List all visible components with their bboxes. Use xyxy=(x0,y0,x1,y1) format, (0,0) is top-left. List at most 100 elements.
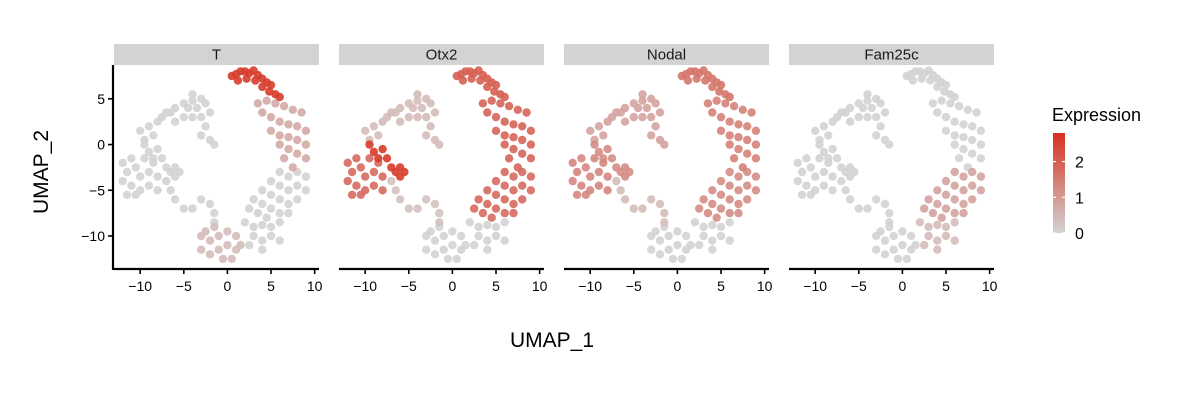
cell-point xyxy=(188,112,197,122)
cell-point xyxy=(284,186,293,195)
x-tick-label: −5 xyxy=(176,278,192,294)
cell-point xyxy=(205,108,215,117)
cell-point xyxy=(249,195,258,204)
cell-point xyxy=(725,140,734,149)
cell-point xyxy=(751,172,761,181)
y-axis: 5 0 −5 −10 xyxy=(81,65,115,270)
cell-point xyxy=(677,254,686,264)
cell-point xyxy=(188,204,197,213)
cell-point xyxy=(747,108,756,117)
cell-point xyxy=(928,99,938,108)
cell-point xyxy=(902,254,911,264)
cell-point xyxy=(210,222,219,232)
x-tick-label: −5 xyxy=(851,278,867,294)
cell-point xyxy=(915,218,925,227)
cell-point xyxy=(262,213,271,222)
cell-point xyxy=(153,172,162,181)
cell-point xyxy=(245,240,254,250)
cell-point xyxy=(734,120,743,129)
x-tick-label: −10 xyxy=(128,278,152,294)
cell-point xyxy=(712,213,721,222)
cell-point xyxy=(668,254,678,264)
cell-point xyxy=(976,186,986,195)
cell-point xyxy=(647,245,656,254)
cell-point xyxy=(751,126,761,135)
cell-point xyxy=(797,167,807,177)
cell-point xyxy=(301,140,311,149)
cell-point xyxy=(140,140,149,149)
cell-point xyxy=(382,154,392,163)
cell-point xyxy=(343,158,352,167)
cell-point xyxy=(369,122,379,131)
cell-point xyxy=(513,105,522,115)
cell-point xyxy=(824,131,833,140)
cell-point xyxy=(400,167,409,177)
cell-point xyxy=(629,204,638,213)
legend-title: Expression xyxy=(1052,105,1141,125)
cell-point xyxy=(262,96,271,105)
cell-point xyxy=(249,231,258,241)
cell-point xyxy=(819,167,829,177)
cell-point xyxy=(430,108,440,117)
cell-point xyxy=(483,186,492,195)
cell-point xyxy=(500,208,509,218)
cell-point xyxy=(837,176,846,186)
cell-point xyxy=(845,195,855,204)
cell-point xyxy=(483,220,492,230)
x-tick-label: 10 xyxy=(982,278,998,294)
cell-point xyxy=(470,240,479,250)
x-tick-label: 5 xyxy=(942,278,950,294)
cell-point xyxy=(638,112,647,122)
cell-point xyxy=(258,82,267,92)
cell-point xyxy=(197,131,206,140)
cell-point xyxy=(725,236,734,245)
cell-point xyxy=(448,240,457,250)
cell-point xyxy=(526,154,536,163)
cell-point xyxy=(413,112,422,122)
cell-point xyxy=(175,167,184,177)
cell-point xyxy=(288,105,297,115)
facet-panel-fam25c: Fam25c −10 −5 0 5 10 xyxy=(789,44,998,294)
cell-point xyxy=(188,96,197,105)
cell-point xyxy=(426,99,435,108)
cell-point xyxy=(863,90,872,99)
cell-point xyxy=(872,195,881,204)
cell-point xyxy=(664,245,673,254)
x-tick-label: 10 xyxy=(307,278,323,294)
cell-point xyxy=(959,144,968,154)
cell-point xyxy=(474,222,483,232)
cell-point xyxy=(647,131,656,140)
cell-point xyxy=(633,103,643,113)
cell-point xyxy=(205,250,215,259)
cell-point xyxy=(917,74,926,83)
cell-point xyxy=(699,231,708,241)
y-tick-label: −10 xyxy=(81,228,105,244)
cell-point xyxy=(620,195,630,204)
cell-point xyxy=(439,231,448,241)
cell-point xyxy=(725,195,734,204)
cell-point xyxy=(629,112,638,122)
x-tick-label: −5 xyxy=(626,278,642,294)
cell-point xyxy=(122,167,132,177)
cell-point xyxy=(968,181,977,190)
cell-point xyxy=(950,167,959,177)
facet-strip xyxy=(114,44,319,65)
cell-point xyxy=(343,176,352,186)
cell-point xyxy=(435,208,444,218)
cell-point xyxy=(594,181,604,190)
cell-point xyxy=(279,101,289,111)
cell-point xyxy=(950,131,959,140)
cell-point xyxy=(673,227,682,236)
cell-point xyxy=(491,176,501,186)
cell-point xyxy=(854,204,863,213)
x-tick-label: −10 xyxy=(803,278,827,294)
cell-point xyxy=(876,99,885,108)
cell-point xyxy=(275,92,284,102)
cell-point xyxy=(144,122,154,131)
y-tick-label: 5 xyxy=(97,91,105,107)
cell-point xyxy=(683,76,693,85)
cell-point xyxy=(356,163,365,172)
cell-point xyxy=(153,144,162,154)
